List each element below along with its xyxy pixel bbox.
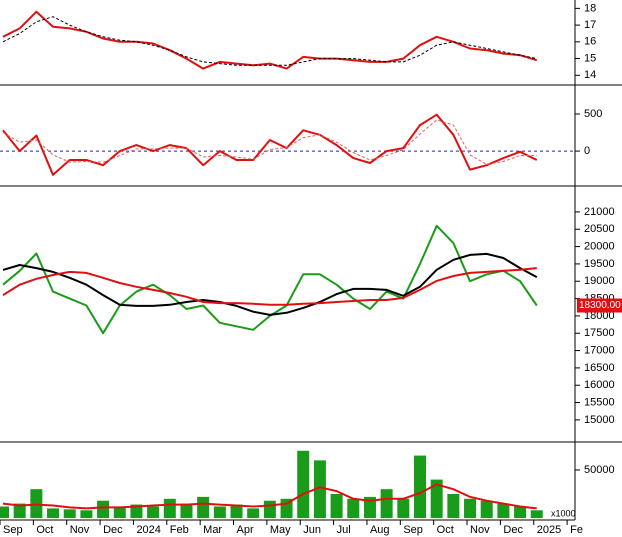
x-tick-label: Sep	[3, 524, 23, 536]
volume-bar	[530, 510, 543, 518]
last-price-box	[577, 298, 622, 313]
unit-label: x1000	[551, 508, 576, 518]
series-line	[2, 119, 537, 165]
volume-bar	[197, 496, 210, 518]
volume-bar	[213, 506, 226, 518]
volume-bar	[297, 450, 310, 518]
y-tick-label: 19500	[584, 258, 615, 270]
series-line	[2, 113, 538, 176]
volume-bar	[347, 498, 360, 518]
volume-bar	[130, 504, 143, 518]
volume-bar	[447, 493, 460, 518]
volume-bar	[263, 500, 276, 518]
volume-bar	[247, 508, 260, 518]
y-tick-label: 17500	[584, 327, 615, 339]
y-tick-label: 18	[584, 2, 596, 14]
x-tick-label: Nov	[470, 524, 490, 536]
x-tick-label: Jun	[303, 524, 321, 536]
volume-bar	[13, 503, 26, 518]
y-tick-label: 15000	[584, 414, 615, 426]
volume-bar	[330, 493, 343, 518]
volume-bar	[180, 503, 193, 518]
y-tick-label: 20500	[584, 223, 615, 235]
y-tick-label: 19000	[584, 275, 615, 287]
y-tick-label: 16000	[584, 379, 615, 391]
x-tick-label: Nov	[70, 524, 90, 536]
volume-bar	[47, 508, 60, 518]
y-tick-label: 17000	[584, 344, 615, 356]
volume-bar	[63, 509, 76, 518]
series-line	[2, 252, 538, 316]
y-tick-label: 15	[584, 52, 596, 64]
x-tick-label: 2024	[136, 524, 160, 536]
y-tick-label: 500	[584, 108, 602, 120]
series-line	[2, 483, 537, 510]
volume-bar	[313, 460, 326, 518]
volume-bar	[80, 510, 93, 518]
volume-bar	[414, 455, 426, 518]
volume-bar	[97, 500, 110, 518]
volume-bar	[464, 498, 477, 518]
volume-bar	[0, 506, 9, 518]
y-tick-label: 20000	[584, 240, 615, 252]
y-tick-label: 50000	[584, 464, 615, 476]
volume-bar	[363, 496, 376, 518]
x-tick-label: Apr	[237, 524, 254, 536]
last-price-label: 18300.00	[579, 300, 621, 311]
volume-bar	[147, 506, 160, 518]
x-tick-label: Dec	[503, 524, 523, 536]
series-line	[2, 224, 538, 335]
volume-bar	[430, 479, 443, 518]
y-tick-label: 15500	[584, 396, 615, 408]
x-tick-label: May	[270, 524, 291, 536]
x-tick-label: Feb	[170, 524, 189, 536]
y-tick-label: 18000	[584, 310, 615, 322]
y-tick-label: 0	[584, 145, 590, 157]
volume-bar	[480, 500, 493, 518]
volume-bar	[30, 489, 43, 518]
volume-bar	[397, 498, 410, 518]
x-tick-label: Jul	[337, 524, 351, 536]
y-tick-label: 16500	[584, 362, 615, 374]
volume-bar	[497, 503, 510, 518]
series-line	[2, 10, 538, 70]
x-tick-label: Fe	[570, 524, 583, 536]
x-tick-label: Mar	[203, 524, 222, 536]
series-line	[2, 267, 537, 306]
series-line	[2, 16, 537, 66]
x-tick-label: Oct	[437, 524, 454, 536]
x-tick-label: Aug	[370, 524, 390, 536]
volume-bar	[163, 498, 176, 518]
y-tick-label: 17	[584, 19, 596, 31]
y-tick-label: 16	[584, 36, 596, 48]
x-tick-label: Oct	[36, 524, 53, 536]
y-tick-label: 21000	[584, 206, 615, 218]
x-tick-label: Sep	[403, 524, 423, 536]
volume-bar	[113, 506, 126, 518]
volume-bar	[380, 489, 393, 518]
volume-bar	[514, 506, 527, 518]
x-tick-label: Dec	[103, 524, 123, 536]
volume-bar	[230, 504, 243, 518]
y-tick-label: 14	[584, 69, 596, 81]
x-tick-label: 2025	[537, 524, 561, 536]
